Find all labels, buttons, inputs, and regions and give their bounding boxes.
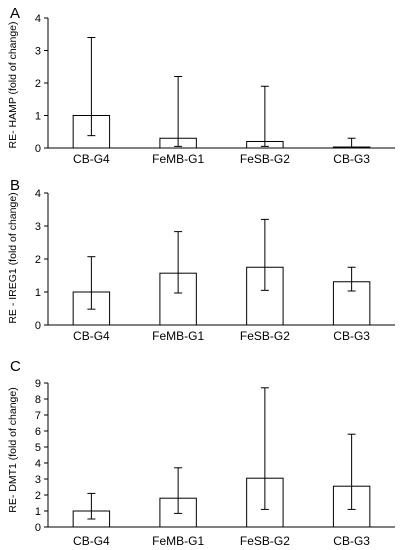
x-tick-label: CB-G4 [73,534,110,548]
y-tick-label: 2 [35,254,41,266]
x-tick-label: CB-G3 [333,329,370,343]
x-tick-label: CB-G4 [73,329,110,343]
chart-panel-c: C RE- DMT1 (fold of change) 0 1 2 3 4 5 6 7 8 9 CB-G… [7,358,395,548]
y-tick-label: 5 [35,442,41,454]
y-axis-label: RE - IREG1 (fold of change) [7,192,19,323]
y-tick-label: 9 [35,378,41,390]
panel-letter: C [10,358,21,375]
y-tick-label: 2 [35,78,41,90]
y-tick-label: 4 [35,13,41,25]
y-tick-label: 3 [35,221,41,233]
x-tick-label: FeMB-G1 [152,152,204,166]
x-tick-label: CB-G3 [333,534,370,548]
y-tick-label: 1 [35,287,41,299]
y-tick-label: 4 [35,458,41,470]
y-tick-label: 7 [35,410,41,422]
y-tick-label: 1 [35,506,41,518]
y-tick-label: 2 [35,490,41,502]
y-tick-label: 6 [35,426,41,438]
y-tick-label: 3 [35,46,41,58]
chart-panel-b: BRE - IREG1 (fold of change) 0 1 2 3 4 CB-G4 Fe… [7,177,395,343]
x-tick-label: FeMB-G1 [152,534,204,548]
x-tick-label: FeSB-G2 [240,152,290,166]
y-tick-label: 1 [35,111,41,123]
y-tick-label: 4 [35,188,41,200]
y-tick-label: 3 [35,474,41,486]
y-tick-label: 8 [35,394,41,406]
x-tick-label: CB-G4 [73,152,110,166]
y-tick-label: 0 [35,522,41,534]
panel-letter: B [10,177,20,194]
x-tick-label: CB-G3 [333,152,370,166]
x-tick-label: FeSB-G2 [240,534,290,548]
x-tick-label: FeMB-G1 [152,329,204,343]
panel-letter: A [10,5,20,22]
y-axis-label: RE- HAMP (fold of change) [7,21,19,148]
y-axis-label: RE- DMT1 (fold of change) [7,387,19,512]
y-tick-label: 0 [35,320,41,332]
y-tick-label: 0 [35,143,41,155]
chart-panel-a: ARE- HAMP (fold of change) 0 1 2 3 4 CB-G4 FeMB… [7,5,395,166]
x-tick-label: FeSB-G2 [240,329,290,343]
